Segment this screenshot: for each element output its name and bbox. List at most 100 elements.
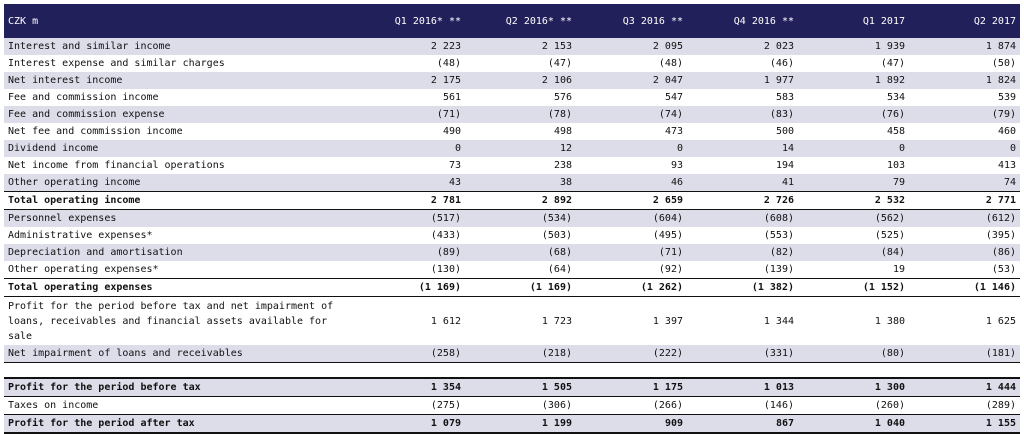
row-value: (289) bbox=[985, 400, 1016, 411]
row-value: 1 380 bbox=[874, 315, 905, 327]
row-value: 43 bbox=[354, 174, 465, 192]
row-value: 2 095 bbox=[576, 38, 687, 55]
row-value: (89) bbox=[354, 244, 465, 261]
row-value: 0 bbox=[576, 140, 687, 157]
row-value: 1 079 bbox=[354, 414, 465, 434]
row-value: (1 152) bbox=[798, 278, 909, 297]
row-value: 74 bbox=[909, 174, 1020, 192]
row-value: 1 199 bbox=[465, 414, 576, 434]
row-value: (331) bbox=[687, 345, 798, 363]
row-value: 0 bbox=[354, 140, 465, 157]
row-value: (146) bbox=[763, 400, 794, 411]
table-row: Fee and commission income 561 576 547 583 534… bbox=[4, 89, 1020, 106]
table-row: Fee and commission expense (71) (78) (74) (8… bbox=[4, 106, 1020, 123]
row-value bbox=[354, 362, 465, 378]
row-value bbox=[909, 362, 1020, 378]
row-value: (433) bbox=[430, 230, 461, 241]
column-header: Q2 2017 bbox=[909, 4, 1020, 38]
row-value: (82) bbox=[687, 244, 798, 261]
table-row: Taxes on income (275) (306) (266) (146) (260)… bbox=[4, 397, 1020, 415]
row-value: (275) bbox=[430, 400, 461, 411]
row-value: 46 bbox=[576, 174, 687, 192]
row-value: 1 939 bbox=[798, 38, 909, 55]
header-row: CZK m Q1 2016* ** Q2 2016* ** Q3 2016 **… bbox=[4, 4, 1020, 38]
table-row: Other operating expenses* (130) (64) (92) (1… bbox=[4, 261, 1020, 279]
row-value: (1 169) bbox=[354, 278, 465, 297]
row-value: (222) bbox=[576, 345, 687, 363]
row-value: (260) bbox=[874, 400, 905, 411]
row-label: Profit for the period after tax bbox=[4, 414, 354, 434]
row-label: Taxes on income bbox=[8, 400, 99, 411]
row-value: 2 781 bbox=[354, 191, 465, 210]
table-row: Profit for the period before tax and net… bbox=[4, 297, 1020, 346]
row-value: (64) bbox=[547, 264, 572, 275]
row-value: 413 bbox=[997, 160, 1016, 171]
row-value: (306) bbox=[541, 400, 572, 411]
table-body: Interest and similar income 2 223 2 153 2 0… bbox=[4, 38, 1020, 434]
row-value: (83) bbox=[687, 106, 798, 123]
row-value: 473 bbox=[664, 126, 683, 137]
row-value: (562) bbox=[798, 209, 909, 227]
row-value: (218) bbox=[465, 345, 576, 363]
row-value: (92) bbox=[658, 264, 683, 275]
row-value: 194 bbox=[775, 160, 794, 171]
row-value: (76) bbox=[798, 106, 909, 123]
row-value: (68) bbox=[465, 244, 576, 261]
table-header: CZK m Q1 2016* ** Q2 2016* ** Q3 2016 **… bbox=[4, 4, 1020, 38]
table-row: Total operating income 2 781 2 892 2 659 2 7… bbox=[4, 191, 1020, 210]
row-value: (608) bbox=[687, 209, 798, 227]
row-value: 1 155 bbox=[909, 414, 1020, 434]
row-value: 458 bbox=[886, 126, 905, 137]
table-row: Total operating expenses (1 169) (1 169) (1… bbox=[4, 278, 1020, 297]
row-label: Profit for the period before tax bbox=[4, 377, 354, 397]
row-value: 2 892 bbox=[465, 191, 576, 210]
row-value bbox=[576, 362, 687, 378]
row-label: Administrative expenses* bbox=[8, 230, 153, 241]
row-value: 38 bbox=[465, 174, 576, 192]
row-value: 1 874 bbox=[909, 38, 1020, 55]
row-label: Depreciation and amortisation bbox=[4, 244, 354, 261]
row-value: (395) bbox=[985, 230, 1016, 241]
table-row: Profit for the period before tax 1 354 1 5… bbox=[4, 377, 1020, 397]
row-label bbox=[4, 362, 354, 378]
row-value: (1 382) bbox=[687, 278, 798, 297]
row-label: Fee and commission expense bbox=[4, 106, 354, 123]
row-value: 12 bbox=[465, 140, 576, 157]
row-value: 93 bbox=[670, 160, 683, 171]
row-value: 103 bbox=[886, 160, 905, 171]
row-value: 576 bbox=[553, 92, 572, 103]
row-label: Other operating income bbox=[4, 174, 354, 192]
row-value: 1 344 bbox=[763, 315, 794, 327]
row-value: (1 262) bbox=[576, 278, 687, 297]
table-row: Net fee and commission income 490 498 473 50… bbox=[4, 123, 1020, 140]
row-value: (46) bbox=[769, 58, 794, 69]
row-label: Total operating expenses bbox=[4, 278, 354, 297]
row-label: Net impairment of loans and receivables bbox=[4, 345, 354, 363]
row-label: Net fee and commission income bbox=[8, 126, 183, 137]
row-value: (86) bbox=[909, 244, 1020, 261]
row-value: (1 169) bbox=[465, 278, 576, 297]
row-value: 561 bbox=[442, 92, 461, 103]
row-label: Profit for the period before tax and net… bbox=[8, 300, 334, 342]
row-label: Other operating expenses* bbox=[8, 264, 159, 275]
row-value: 460 bbox=[997, 126, 1016, 137]
table-row: Personnel expenses (517) (534) (604) (608) (5… bbox=[4, 209, 1020, 227]
row-value: 1 505 bbox=[465, 377, 576, 397]
column-header: Q1 2017 bbox=[798, 4, 909, 38]
row-value: 2 106 bbox=[465, 72, 576, 89]
row-value: 2 023 bbox=[687, 38, 798, 55]
row-value: 534 bbox=[886, 92, 905, 103]
row-value: 19 bbox=[892, 264, 905, 275]
row-value: 79 bbox=[798, 174, 909, 192]
row-value: 2 726 bbox=[687, 191, 798, 210]
table-row: Interest expense and similar charges (48)… bbox=[4, 55, 1020, 72]
table-row: Depreciation and amortisation (89) (68) (71… bbox=[4, 244, 1020, 261]
row-value: 1 354 bbox=[354, 377, 465, 397]
row-value: 2 771 bbox=[909, 191, 1020, 210]
table-row: Net impairment of loans and receivables (… bbox=[4, 345, 1020, 363]
row-value: (534) bbox=[465, 209, 576, 227]
row-value: 1 612 bbox=[430, 315, 461, 327]
row-value: (47) bbox=[880, 58, 905, 69]
row-value: 14 bbox=[687, 140, 798, 157]
row-value: 1 824 bbox=[909, 72, 1020, 89]
